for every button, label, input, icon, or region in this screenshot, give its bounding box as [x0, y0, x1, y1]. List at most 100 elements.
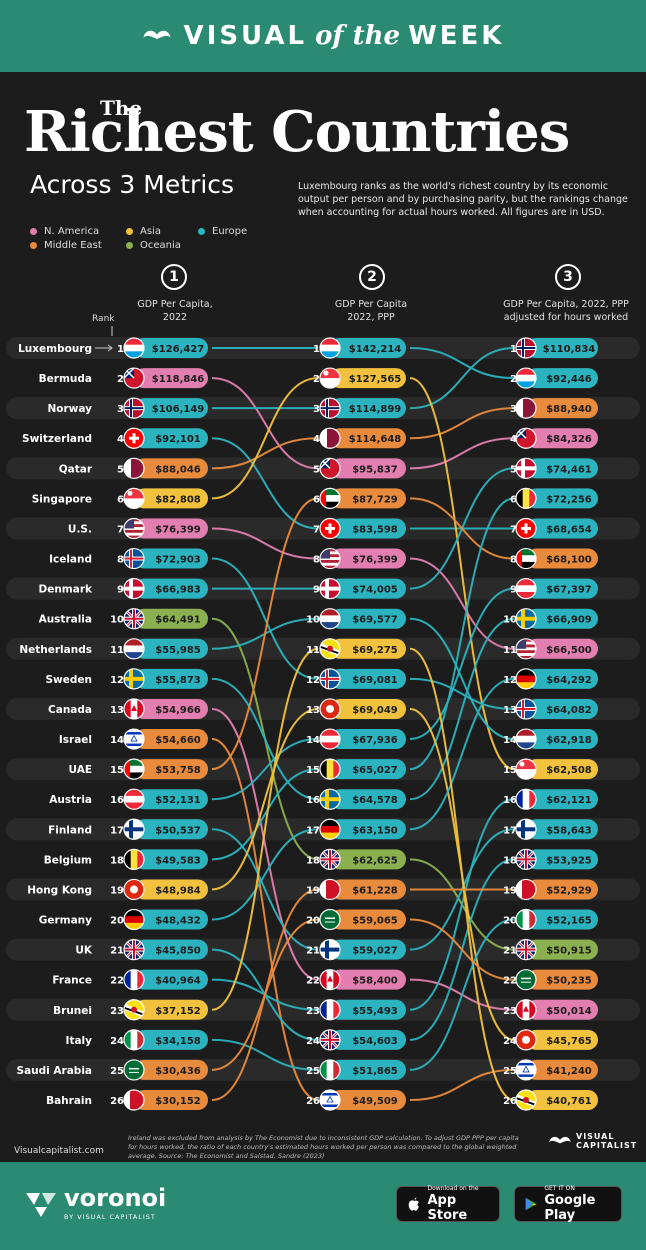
value-label: $142,214 — [349, 344, 402, 355]
banner-of-the: of the — [315, 21, 401, 51]
rank-number: 16 — [110, 795, 124, 806]
page-subtitle: Across 3 Metrics — [30, 170, 235, 199]
connector-line — [211, 437, 319, 530]
value-label: $76,399 — [352, 555, 398, 566]
value-pill — [330, 518, 406, 539]
connector-line — [211, 677, 319, 801]
rank-number: 10 — [306, 615, 320, 626]
connector-line — [211, 828, 319, 921]
rank-number: 6 — [117, 494, 124, 505]
rank-number: 22 — [306, 976, 320, 987]
value-pill — [134, 789, 208, 810]
google-play-button[interactable]: GET IT ON Google Play — [514, 1185, 622, 1223]
value-label: $67,936 — [352, 735, 398, 746]
value-label: $88,046 — [155, 464, 201, 475]
legend-item-middle-east: Middle East — [30, 240, 102, 251]
legend-item-oceania: Oceania — [126, 240, 181, 251]
value-label: $62,625 — [352, 855, 398, 866]
value-label: $54,603 — [352, 1036, 398, 1047]
rank-number: 18 — [110, 855, 124, 866]
legend-label: Asia — [140, 226, 161, 237]
rank-number: 8 — [313, 555, 320, 566]
connector-line — [409, 647, 515, 1101]
value-pill — [526, 759, 598, 780]
flag-hk-icon — [319, 698, 341, 720]
value-label: $54,966 — [155, 705, 201, 716]
country-name: Brunei — [53, 1005, 92, 1017]
value-label: $69,049 — [352, 705, 398, 716]
value-pill — [526, 819, 598, 840]
flag-il-icon — [123, 728, 145, 750]
value-label: $118,846 — [152, 374, 205, 385]
country-name: Netherlands — [19, 644, 92, 656]
rank-number: 26 — [503, 1096, 517, 1107]
rank-number: 8 — [117, 555, 124, 566]
banner-title: VISUAL of the WEEK — [0, 0, 646, 72]
value-pill — [134, 939, 208, 960]
value-pill — [526, 368, 598, 389]
rank-number: 9 — [510, 585, 517, 596]
rank-number: 9 — [313, 585, 320, 596]
flag-gb-icon — [123, 938, 145, 961]
value-pill — [526, 789, 598, 810]
value-label: $68,100 — [546, 555, 592, 566]
connector-line — [211, 738, 319, 1101]
country-name: Bermuda — [39, 373, 92, 385]
rank-number: 10 — [110, 615, 124, 626]
country-name: Luxembourg — [18, 343, 92, 355]
value-label: $50,235 — [546, 976, 592, 987]
connector-line — [211, 497, 319, 771]
rank-number: 25 — [110, 1066, 124, 1077]
mustache-icon — [549, 1136, 571, 1144]
rank-number: 19 — [110, 885, 124, 896]
value-label: $63,150 — [352, 825, 398, 836]
value-label: $61,228 — [352, 885, 398, 896]
flag-it-icon — [319, 1059, 341, 1081]
rank-number: 5 — [510, 464, 517, 475]
value-pill — [526, 458, 598, 479]
value-pill — [134, 729, 208, 750]
metric-1-number: 1 — [161, 264, 187, 290]
value-label: $52,929 — [546, 885, 592, 896]
value-label: $69,081 — [352, 675, 398, 686]
flag-sg-icon — [515, 758, 537, 780]
country-name: Israel — [59, 734, 92, 746]
flag-qa-icon — [515, 397, 537, 419]
rank-number: 12 — [503, 675, 517, 686]
google-play-label: Google Play — [544, 1193, 596, 1223]
value-pill — [526, 608, 598, 629]
app-store-small: Download on the — [427, 1185, 479, 1192]
value-pill — [134, 969, 208, 990]
rank-number: 7 — [313, 524, 320, 535]
flag-fr-icon — [319, 999, 341, 1021]
flag-bn-icon — [319, 638, 341, 660]
value-label: $126,427 — [152, 344, 205, 355]
visual-capitalist-logo: VISUAL CAPITALIST — [548, 1132, 637, 1150]
value-label: $82,808 — [155, 494, 201, 505]
flag-sa-icon — [319, 908, 341, 931]
value-pill — [330, 668, 406, 689]
value-pill — [526, 578, 598, 599]
flag-hk-icon — [515, 1029, 537, 1051]
value-label: $69,275 — [352, 645, 398, 656]
flag-is-icon — [319, 668, 341, 690]
rank-number: 6 — [313, 494, 320, 505]
rank-number: 7 — [510, 524, 517, 535]
value-pill — [330, 969, 406, 990]
connector-line — [409, 347, 515, 380]
flag-be-icon — [515, 487, 537, 509]
flag-gb-icon — [319, 1029, 341, 1051]
rank-arrow-icon — [95, 344, 113, 352]
value-pill — [134, 638, 208, 659]
country-name: Norway — [48, 403, 93, 415]
value-label: $40,761 — [546, 1096, 592, 1107]
value-pill — [526, 488, 598, 509]
value-pill — [330, 999, 406, 1020]
value-pill — [330, 458, 406, 479]
rank-number: 16 — [306, 795, 320, 806]
voronoi-logo[interactable]: voronoi BY VISUAL CAPITALIST — [24, 1186, 166, 1221]
app-store-button[interactable]: Download on the App Store — [396, 1185, 500, 1223]
rank-number: 15 — [110, 765, 124, 776]
value-label: $114,648 — [349, 434, 402, 445]
connector-line — [409, 918, 515, 1071]
